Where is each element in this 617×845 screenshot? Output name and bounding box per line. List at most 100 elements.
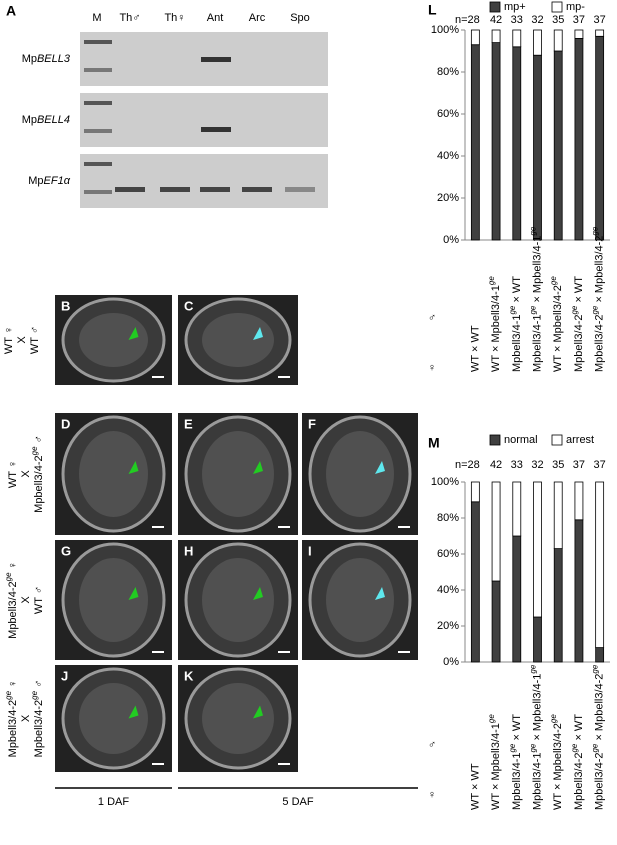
bar-segment xyxy=(491,42,501,241)
x-tick-label: Mpbell3/4-1ge × WT xyxy=(507,714,522,810)
x-tick-label: Mpbell3/4-1ge × Mpbell3/4-1ge xyxy=(528,664,543,810)
arrowhead xyxy=(253,587,263,600)
panel-label: F xyxy=(308,416,316,431)
gene-label: MpBELL4 xyxy=(22,114,70,126)
gene-label: MpBELL3 xyxy=(22,53,71,65)
n-label: 33 xyxy=(511,459,523,471)
legend-swatch xyxy=(489,434,501,446)
embryo xyxy=(202,683,274,754)
panel-label: I xyxy=(308,543,312,558)
bar-segment xyxy=(595,29,605,37)
bar-segment xyxy=(491,481,501,582)
x-tick-label: WT × Mpbell3/4-1ge xyxy=(487,714,502,810)
y-tick-label: 80% xyxy=(437,66,459,78)
lane-label: Th♂ xyxy=(119,12,140,24)
x-tick-label: WT × WT xyxy=(469,763,481,810)
n-label: 37 xyxy=(594,14,606,26)
n-label: n=28 xyxy=(455,459,480,471)
panel-label: L xyxy=(428,2,437,18)
bar-segment xyxy=(470,29,480,46)
lane-label: Th♀ xyxy=(164,12,185,24)
row-symbol: ♂ xyxy=(428,312,436,324)
row-label-line: X xyxy=(20,714,32,722)
panel-label: E xyxy=(184,416,193,431)
row-label-line: Mpbell3/4-2ge ♂ xyxy=(30,680,45,758)
x-tick-label: Mpbell3/4-2ge × WT xyxy=(570,714,585,810)
embryo xyxy=(326,558,394,642)
panel-label: D xyxy=(61,416,70,431)
bar-segment xyxy=(512,481,522,537)
row-label-line: X xyxy=(16,336,28,344)
row-label-line: WT ♀ xyxy=(3,326,15,354)
row-symbol: ♂ xyxy=(428,739,436,751)
arrowhead xyxy=(375,587,385,600)
time-label: 5 DAF xyxy=(282,796,313,808)
row-label-line: X xyxy=(20,596,32,604)
y-tick-label: 100% xyxy=(431,476,459,488)
marker-band xyxy=(84,40,112,44)
arrowhead xyxy=(128,327,139,340)
row-label-line: WT ♂ xyxy=(33,586,45,614)
bar-segment xyxy=(574,29,584,39)
embryo xyxy=(79,431,148,517)
bar-segment xyxy=(470,44,480,241)
n-label: 37 xyxy=(573,14,585,26)
band xyxy=(242,187,272,192)
n-label: 33 xyxy=(511,14,523,26)
band xyxy=(160,187,190,192)
x-tick-label: WT × WT xyxy=(469,325,481,372)
marker-band xyxy=(84,129,112,133)
panel-label: M xyxy=(428,435,440,451)
arrowhead xyxy=(253,705,263,719)
n-label: 35 xyxy=(552,459,564,471)
panel-label: C xyxy=(184,298,194,313)
panel-label: G xyxy=(61,543,71,558)
bar-segment xyxy=(553,481,563,549)
marker-band xyxy=(84,190,112,194)
row-label: Mpbell3/4-2ge ♀X WT ♂ xyxy=(4,561,45,639)
bar-segment xyxy=(533,616,542,663)
n-label: 42 xyxy=(490,459,502,471)
marker-band xyxy=(84,162,112,166)
x-tick-label: Mpbell3/4-2ge × WT xyxy=(570,276,585,372)
bar-segment xyxy=(553,29,563,52)
embryo xyxy=(202,313,274,367)
bar-segment xyxy=(533,54,542,241)
legend-label: mp+ xyxy=(504,1,526,13)
marker-band xyxy=(84,68,112,72)
lane-label: Arc xyxy=(249,12,266,24)
x-tick-label: WT × Mpbell3/4-1ge xyxy=(487,276,502,372)
n-label: 35 xyxy=(552,14,564,26)
bar-segment xyxy=(574,481,584,521)
bar-segment xyxy=(491,580,501,663)
bar-segment xyxy=(491,29,501,44)
bar-segment xyxy=(533,481,542,618)
bar-segment xyxy=(512,535,522,663)
n-label: 37 xyxy=(573,459,585,471)
row-label: WT ♀ X Mpbell3/4-2ge ♂ xyxy=(7,435,45,513)
arrowhead xyxy=(253,461,263,474)
band xyxy=(115,187,145,192)
row-label: Mpbell3/4-2ge ♀X Mpbell3/4-2ge ♂ xyxy=(4,680,45,758)
band xyxy=(200,187,230,192)
band xyxy=(201,127,231,132)
x-tick-label: WT × Mpbell3/4-2ge xyxy=(549,714,564,810)
x-tick-label: Mpbell3/4-1ge × Mpbell3/4-1ge xyxy=(528,226,543,372)
arrowhead xyxy=(128,587,139,600)
panel-label: K xyxy=(184,668,194,683)
row-symbol: ♀ xyxy=(428,362,436,374)
y-tick-label: 0% xyxy=(443,656,459,668)
row-label-line: Mpbell3/4-2ge ♀ xyxy=(4,680,19,758)
x-tick-label: Mpbell3/4-2ge × Mpbell3/4-2ge xyxy=(590,664,605,810)
y-tick-label: 20% xyxy=(437,620,459,632)
panel-label: J xyxy=(61,668,68,683)
bar-segment xyxy=(595,35,605,241)
arrowhead xyxy=(128,461,139,474)
embryo xyxy=(202,431,274,517)
y-tick-label: 40% xyxy=(437,150,459,162)
n-label: 37 xyxy=(594,459,606,471)
time-label: 1 DAF xyxy=(98,796,129,808)
lane-label: Spo xyxy=(290,12,310,24)
y-tick-label: 100% xyxy=(431,24,459,36)
